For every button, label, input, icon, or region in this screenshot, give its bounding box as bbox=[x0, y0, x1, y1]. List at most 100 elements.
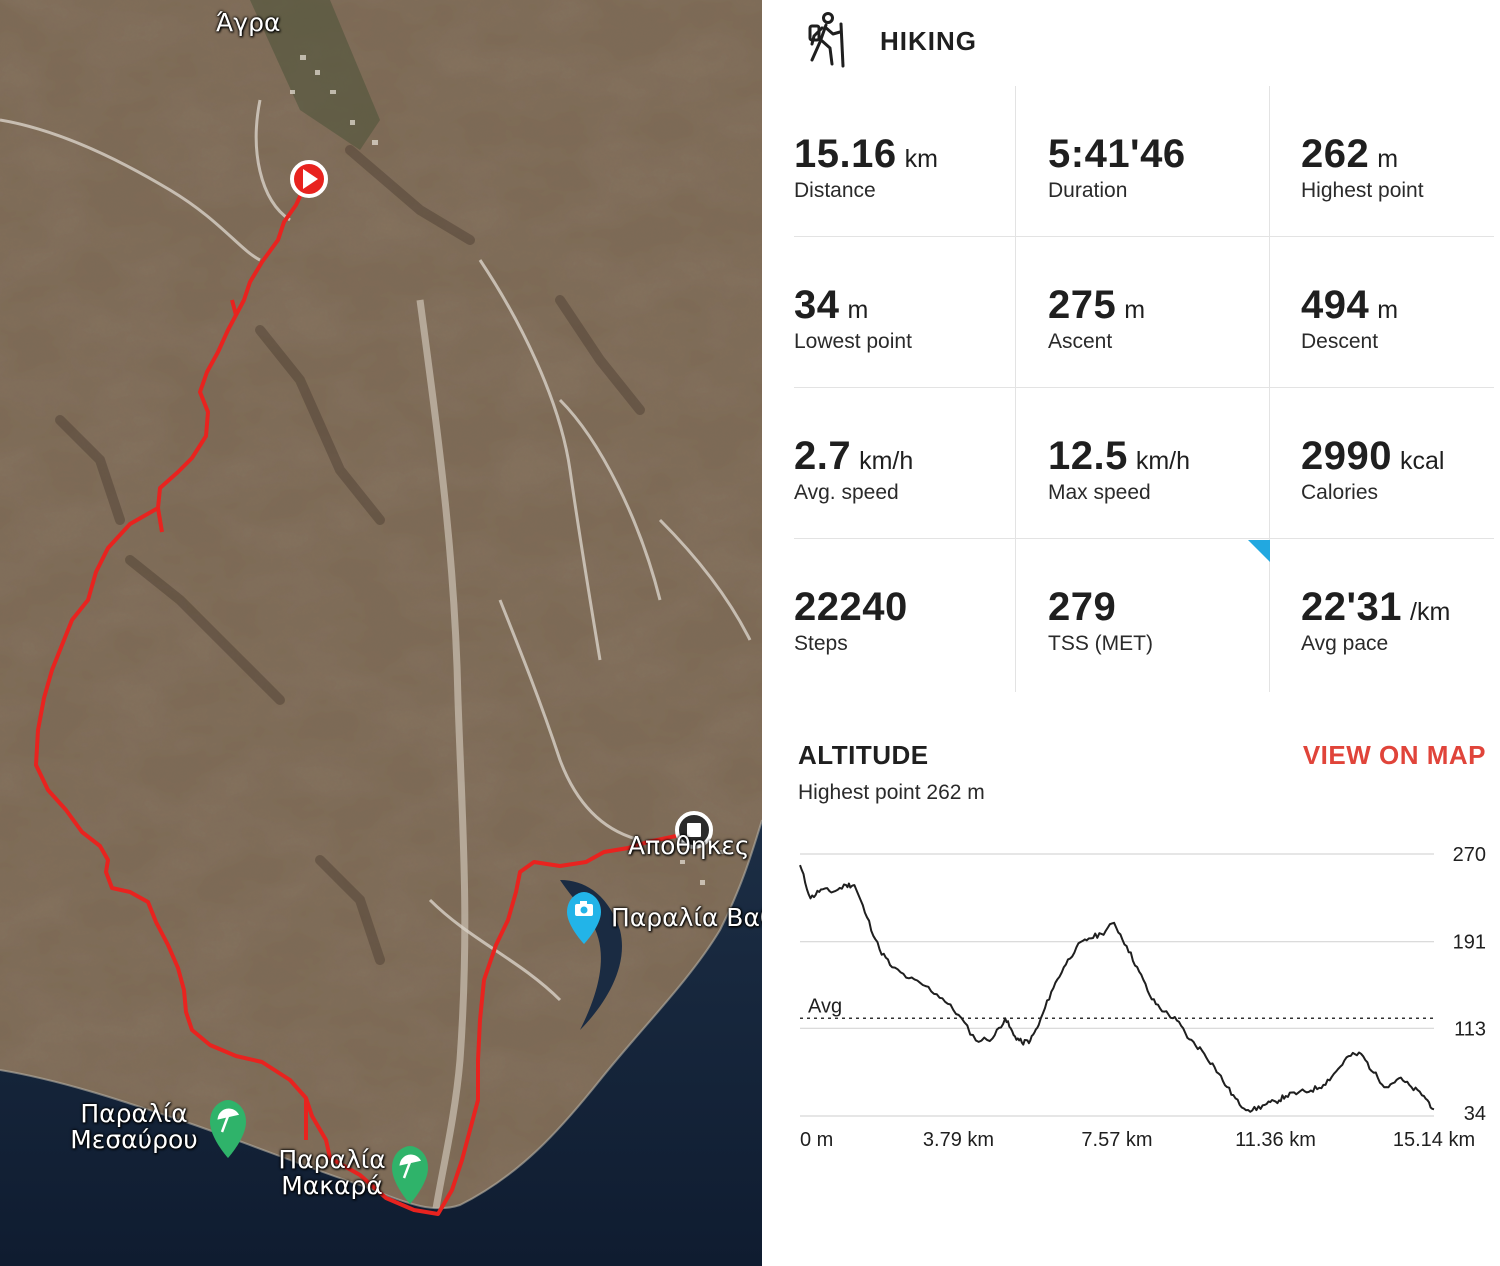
umbrella-icon bbox=[217, 1108, 240, 1133]
stat-unit: kcal bbox=[1399, 447, 1445, 475]
stat-unit: km bbox=[904, 145, 938, 173]
chart-x-tick-label: 11.36 km bbox=[1235, 1129, 1316, 1151]
stat-label: Distance bbox=[794, 179, 876, 202]
chart-x-tick-labels: 0 m 3.79 km 7.57 km 11.36 km 15.14 km bbox=[800, 1129, 1475, 1151]
umbrella-icon bbox=[399, 1154, 422, 1179]
grid-divider bbox=[794, 236, 1494, 237]
chart-x-tick-label: 0 m bbox=[800, 1129, 833, 1151]
ridge-shading bbox=[55, 145, 645, 965]
altitude-chart[interactable]: 270 191 113 34 0 m 3.79 km 7.57 km 11.36 km 15.… bbox=[762, 820, 1500, 1160]
stat-label: Steps bbox=[794, 632, 848, 655]
stat-value: 12.5 bbox=[1048, 434, 1128, 478]
stat-unit: m bbox=[1377, 145, 1399, 173]
map-label-agra: Άγρα bbox=[216, 8, 281, 37]
stat-value: 34 bbox=[794, 283, 840, 327]
altitude-title: ALTITUDE bbox=[798, 740, 929, 770]
stat-label: Descent bbox=[1301, 330, 1379, 353]
map-label-paralia-mesavrou: Παραλία Μεσαύρου bbox=[68, 1099, 200, 1155]
stat-duration[interactable]: 5:41'46 Duration bbox=[1048, 132, 1288, 203]
stat-label: TSS (MET) bbox=[1048, 632, 1153, 655]
stat-max-speed[interactable]: 12.5 km/h Max speed bbox=[1048, 434, 1288, 505]
stat-avg-speed[interactable]: 2.7 km/h Avg. speed bbox=[794, 434, 1034, 505]
village-buildings bbox=[290, 55, 725, 885]
beach-pin-mesavrou[interactable] bbox=[210, 1100, 246, 1158]
chart-y-tick-label: 34 bbox=[1464, 1103, 1486, 1125]
stat-lowest-point[interactable]: 34 m Lowest point bbox=[794, 283, 1034, 354]
stat-value: 22240 bbox=[794, 585, 908, 629]
hiker-icon bbox=[808, 12, 845, 68]
stat-calories[interactable]: 2990 kcal Calories bbox=[1301, 434, 1500, 505]
stat-tss[interactable]: 279 TSS (MET) bbox=[1048, 585, 1288, 656]
grid-divider bbox=[794, 538, 1494, 539]
chart-y-tick-labels: 270 191 113 34 bbox=[1453, 844, 1486, 1125]
map-label-paralia-vathy: Παραλία Βαθ bbox=[611, 903, 762, 932]
stat-value: 2.7 bbox=[794, 434, 852, 478]
stat-value: 5:41'46 bbox=[1048, 132, 1186, 176]
stat-value: 2990 bbox=[1301, 434, 1392, 478]
stat-value: 494 bbox=[1301, 283, 1370, 327]
route-spurs bbox=[156, 299, 308, 1140]
stat-unit: m bbox=[1124, 296, 1146, 324]
map-label-paralia-makara: Παραλία Μακαρά bbox=[276, 1145, 388, 1200]
photo-pin-vathy[interactable] bbox=[567, 892, 601, 944]
grid-divider bbox=[1269, 86, 1270, 692]
avg-label: Avg bbox=[808, 995, 842, 1017]
view-on-map-link[interactable]: VIEW ON MAP bbox=[1302, 740, 1486, 770]
chart-y-tick-label: 113 bbox=[1454, 1018, 1486, 1040]
hiking-route[interactable] bbox=[34, 189, 695, 1216]
grid-divider bbox=[794, 387, 1494, 388]
map-label-apothikes: Αποθηκες bbox=[628, 831, 750, 860]
chart-x-tick-label: 7.57 km bbox=[1081, 1129, 1152, 1151]
selected-cell-indicator bbox=[1248, 540, 1270, 562]
grid-divider bbox=[1015, 86, 1016, 692]
stat-highest-point[interactable]: 262 m Highest point bbox=[1301, 132, 1500, 203]
play-icon bbox=[303, 169, 318, 189]
stop-icon bbox=[687, 823, 701, 837]
stat-label: Max speed bbox=[1048, 481, 1151, 504]
stat-ascent[interactable]: 275 m Ascent bbox=[1048, 283, 1288, 354]
coastline bbox=[0, 819, 762, 1210]
stat-value: 279 bbox=[1048, 585, 1117, 629]
stat-unit: m bbox=[1377, 296, 1399, 324]
chart-gridlines bbox=[800, 853, 1434, 1117]
riverbed bbox=[416, 299, 469, 1216]
chart-x-tick-label: 15.14 km bbox=[1393, 1129, 1475, 1151]
chart-y-tick-label: 270 bbox=[1453, 844, 1486, 866]
stat-steps[interactable]: 22240 Steps bbox=[794, 585, 1034, 656]
stat-unit: km/h bbox=[1135, 447, 1191, 475]
stat-avg-pace[interactable]: 22'31/km Avg pace bbox=[1301, 585, 1500, 656]
activity-summary-panel: HIKING 15.16 km Distance 5:41'46 Duration… bbox=[762, 0, 1500, 1266]
stat-unit: /km bbox=[1410, 598, 1451, 626]
stat-label: Highest point bbox=[1301, 179, 1424, 202]
stat-label: Ascent bbox=[1048, 330, 1113, 353]
stat-label: Avg pace bbox=[1301, 632, 1389, 655]
chart-x-tick-label: 3.79 km bbox=[923, 1129, 994, 1151]
stat-value: 22'31 bbox=[1301, 585, 1402, 629]
map-label-line: Παραλία bbox=[278, 1145, 386, 1174]
start-marker[interactable] bbox=[290, 160, 328, 198]
stat-value: 275 bbox=[1048, 283, 1117, 327]
altitude-subtitle: Highest point 262 m bbox=[798, 781, 985, 804]
camera-icon bbox=[575, 901, 593, 916]
activity-type-title: HIKING bbox=[880, 26, 977, 56]
stat-label: Calories bbox=[1301, 481, 1379, 504]
bay bbox=[560, 880, 622, 1030]
sea bbox=[0, 820, 762, 1266]
stat-label: Lowest point bbox=[794, 330, 912, 353]
map-label-line: Μεσαύρου bbox=[70, 1125, 198, 1155]
stat-value: 15.16 bbox=[794, 132, 897, 176]
stat-unit: km/h bbox=[859, 447, 914, 475]
satellite-map[interactable]: Άγρα Αποθηκες Παραλία Βαθ Παραλία Μεσαύρ… bbox=[0, 0, 762, 1266]
stat-unit: m bbox=[847, 296, 869, 324]
beach-pin-makara[interactable] bbox=[392, 1146, 428, 1204]
map-label-line: Παραλία bbox=[80, 1099, 188, 1128]
stat-descent[interactable]: 494 m Descent bbox=[1301, 283, 1500, 354]
stat-label: Avg. speed bbox=[794, 481, 899, 504]
map-canvas[interactable] bbox=[0, 0, 762, 1266]
roads bbox=[0, 99, 752, 1002]
chart-y-tick-label: 191 bbox=[1453, 932, 1486, 954]
end-marker[interactable] bbox=[675, 811, 713, 849]
stat-distance[interactable]: 15.16 km Distance bbox=[794, 132, 1034, 203]
stat-value: 262 bbox=[1301, 132, 1370, 176]
altitude-series-line bbox=[799, 864, 1435, 1113]
